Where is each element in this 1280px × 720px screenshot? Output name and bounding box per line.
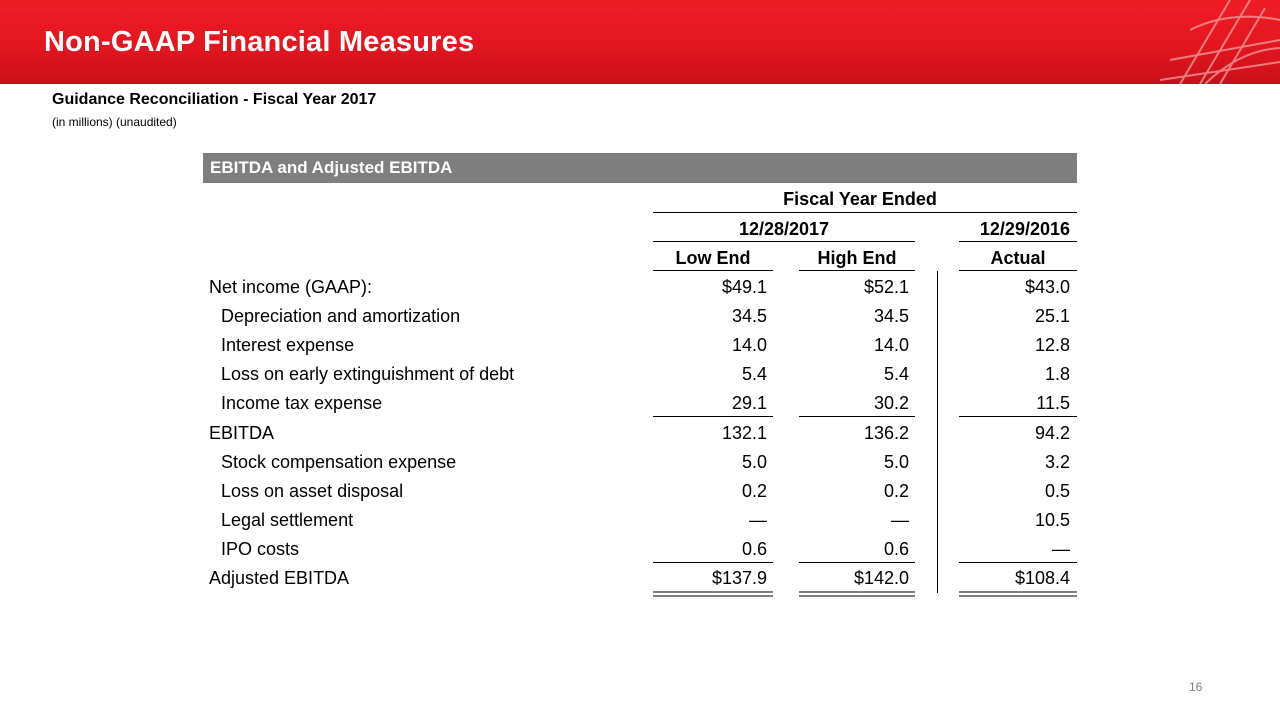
row-label: Loss on asset disposal — [221, 481, 404, 501]
logo-globe-icon — [1160, 0, 1280, 84]
row-label: IPO costs — [221, 539, 300, 559]
high-end-value: $142.0 — [853, 568, 909, 588]
actual-value: 94.2 — [1034, 423, 1070, 443]
row-label: Depreciation and amortization — [221, 306, 461, 326]
date-2017-header: 12/28/2017 — [738, 219, 830, 239]
page-number: 16 — [1189, 680, 1203, 694]
actual-value: 10.5 — [1034, 510, 1070, 530]
actual-value: 12.8 — [1034, 335, 1070, 355]
section-header: EBITDA and Adjusted EBITDA — [203, 153, 1077, 183]
actual-value: 3.2 — [1044, 452, 1070, 472]
grand-total-double-rule — [959, 591, 1077, 597]
header-banner: Non-GAAP Financial Measures — [0, 0, 1280, 84]
grand-total-double-rule — [653, 591, 773, 597]
row-label: Interest expense — [221, 335, 355, 355]
high-end-header: High End — [817, 248, 897, 268]
row-label: Legal settlement — [221, 510, 354, 530]
high-end-value: 14.0 — [873, 335, 909, 355]
low-end-header: Low End — [675, 248, 751, 268]
low-end-value: 132.1 — [721, 423, 767, 443]
total-rule — [799, 562, 915, 563]
low-end-value: 0.2 — [741, 481, 767, 501]
units-note: (in millions) (unaudited) — [52, 115, 177, 129]
high-end-value: 136.2 — [863, 423, 909, 443]
actual-value: 11.5 — [1036, 393, 1070, 413]
low-end-value: 5.4 — [741, 364, 767, 384]
actual-value: 1.8 — [1044, 364, 1070, 384]
high-end-value: 5.4 — [883, 364, 909, 384]
low-end-value: 34.5 — [731, 306, 767, 326]
low-end-value: 5.0 — [741, 452, 767, 472]
actual-value: $108.4 — [1014, 568, 1070, 588]
high-end-value: — — [891, 510, 909, 530]
row-label: Adjusted EBITDA — [209, 568, 350, 588]
low-end-value: $137.9 — [711, 568, 767, 588]
date-2016-rule — [959, 241, 1077, 242]
row-label: Stock compensation expense — [221, 452, 457, 472]
low-end-rule — [653, 270, 773, 271]
high-end-value: $52.1 — [863, 277, 909, 297]
header-rule — [653, 212, 1077, 213]
low-end-value: 0.6 — [741, 539, 767, 559]
low-end-value: 14.0 — [731, 335, 767, 355]
low-end-value: — — [749, 510, 767, 530]
low-end-value: $49.1 — [721, 277, 767, 297]
low-end-value: 29.1 — [731, 393, 767, 413]
high-end-value: 5.0 — [883, 452, 909, 472]
fiscal-year-ended-header: Fiscal Year Ended — [783, 189, 937, 209]
row-label: EBITDA — [209, 423, 275, 443]
actual-value: 25.1 — [1034, 306, 1070, 326]
grand-total-double-rule — [799, 591, 915, 597]
subtotal-rule — [653, 416, 773, 417]
column-separator — [937, 271, 938, 593]
date-2017-rule — [653, 241, 915, 242]
date-2016-header: 12/29/2016 — [979, 219, 1070, 239]
subtotal-rule — [799, 416, 915, 417]
total-rule — [959, 562, 1077, 563]
actual-header: Actual — [990, 248, 1046, 268]
high-end-value: 0.6 — [883, 539, 909, 559]
report-subtitle: Guidance Reconciliation - Fiscal Year 20… — [52, 91, 377, 108]
row-label: Income tax expense — [221, 393, 383, 413]
total-rule — [653, 562, 773, 563]
row-label: Net income (GAAP): — [209, 277, 373, 297]
actual-value: — — [1052, 539, 1070, 559]
actual-rule — [959, 270, 1077, 271]
page-title: Non-GAAP Financial Measures — [44, 26, 475, 58]
actual-value: $43.0 — [1024, 277, 1070, 297]
high-end-value: 30.2 — [873, 393, 909, 413]
actual-value: 0.5 — [1044, 481, 1070, 501]
row-label: Loss on early extinguishment of debt — [221, 364, 515, 384]
high-end-value: 0.2 — [883, 481, 909, 501]
section-title: EBITDA and Adjusted EBITDA — [210, 158, 453, 177]
subtotal-rule — [959, 416, 1077, 417]
high-end-value: 34.5 — [873, 306, 909, 326]
high-end-rule — [799, 270, 915, 271]
